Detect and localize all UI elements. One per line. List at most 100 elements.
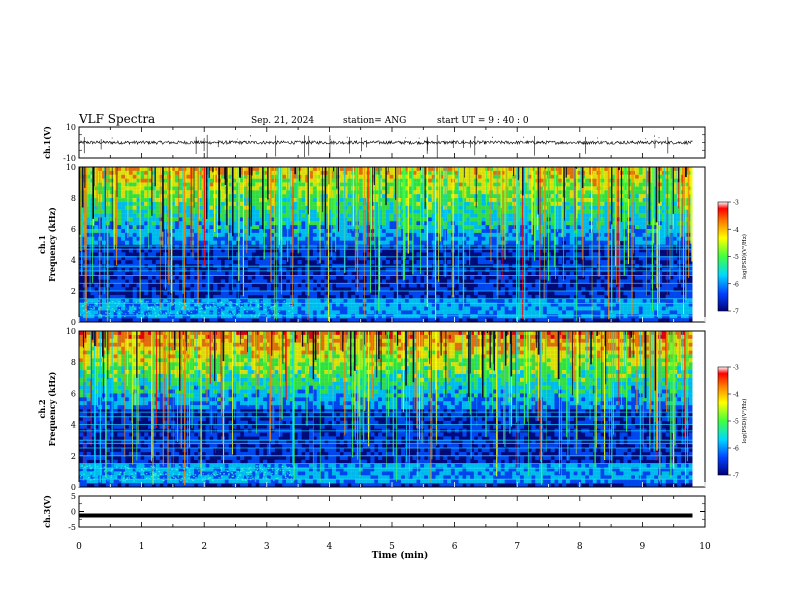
spectrogram-cell (638, 232, 643, 238)
spectrogram-cell (519, 201, 525, 207)
spectrogram-cell (427, 298, 433, 303)
spectrogram-cell (558, 298, 563, 303)
spectrogram-cell (374, 229, 379, 234)
spectrogram-cell (539, 240, 544, 245)
spectrogram-cell (519, 275, 525, 280)
spectrogram-cell (516, 232, 521, 238)
spectrogram-cell (125, 229, 130, 234)
spectrogram-cell (424, 190, 429, 195)
spectrogram-cell (148, 221, 153, 226)
spectrogram-cell (600, 240, 605, 245)
spectrogram-cell (378, 318, 383, 323)
spectrogram-cell (201, 236, 206, 241)
spectrogram-cell (205, 314, 210, 319)
spectrogram-cell (140, 225, 145, 230)
spectrogram-cell (462, 232, 467, 238)
spectrogram-cell (458, 182, 463, 187)
spectrogram-cell (194, 170, 199, 176)
spectrogram-cell (190, 267, 195, 272)
spectrogram-cell (427, 240, 433, 245)
spectrogram-cell (600, 221, 605, 226)
spectrogram-cell (113, 194, 118, 199)
spectrogram-cell (404, 294, 410, 300)
spectrogram-cell (592, 306, 597, 311)
spectrogram-cell (113, 217, 118, 222)
spectrogram-cell (201, 240, 206, 245)
spectrogram-cell (305, 291, 310, 296)
spectrogram-cell (240, 229, 245, 234)
spectrogram-cell (527, 186, 532, 191)
spectrogram-cell (293, 205, 298, 210)
spectrogram-cell (642, 256, 647, 261)
spectrogram-cell (508, 287, 513, 292)
spectrogram-cell (220, 294, 226, 300)
spectrogram-cell (646, 194, 651, 199)
spectrogram-cell (121, 182, 126, 187)
spectrogram-cell (316, 225, 321, 230)
spectrogram-cell (412, 170, 417, 176)
spectrogram-cell (132, 201, 137, 207)
spectrogram-cell (604, 190, 609, 195)
spectrogram-cell (309, 170, 314, 176)
spectrogram-cell (531, 252, 536, 257)
spectrogram-cell (416, 221, 421, 226)
spectrogram-cell (558, 198, 563, 203)
spectrogram-cell (634, 174, 640, 179)
spectrogram-cell (205, 240, 210, 245)
spectrogram-cell (312, 217, 318, 222)
spectrogram-cell (205, 217, 210, 222)
spectrogram-cell (554, 186, 559, 191)
spectrogram-cell (408, 174, 413, 179)
spectrogram-cell (159, 306, 164, 311)
spectrogram-cell (113, 229, 118, 234)
spectrogram-cell (332, 318, 337, 323)
spectrogram-cell (447, 267, 452, 272)
spectrogram-cell (519, 248, 525, 253)
spectrogram-cell (174, 167, 179, 172)
spectrogram-cell (496, 178, 502, 183)
spectrogram-cell (136, 225, 141, 230)
spectrogram-cell (309, 318, 314, 323)
spectrogram-cell (531, 170, 536, 176)
spectrogram-cell (328, 232, 333, 238)
spectrogram-cell (347, 310, 352, 315)
spectrogram-cell (519, 225, 525, 230)
spectrogram-cell (240, 213, 245, 218)
spectrogram-cell (232, 271, 237, 276)
spectrogram-cell (542, 275, 548, 280)
spectrogram-cell (558, 229, 563, 234)
spectrogram-cell (523, 294, 528, 300)
spectrogram-cell (481, 198, 486, 203)
spectrogram-cell (381, 205, 387, 210)
spectrogram-cell (508, 248, 513, 253)
spectrogram-cell (243, 205, 249, 210)
spectrogram-cell (355, 310, 360, 315)
spectrogram-cell (615, 310, 620, 315)
spectrogram-cell (519, 205, 525, 210)
spectrogram-cell (462, 252, 467, 257)
spectrogram-cell (251, 221, 256, 226)
spectrogram-cell (519, 182, 525, 187)
spectrogram-cell (278, 291, 283, 296)
spectrogram-cell (611, 240, 617, 245)
spectrogram-cell (347, 213, 352, 218)
spectrogram-cell (393, 271, 398, 276)
spectrogram-cell (454, 291, 459, 296)
spectrogram-cell (539, 256, 544, 261)
spectrogram-cell (412, 205, 417, 210)
spectrogram-cell (243, 213, 249, 218)
spectrogram-cell (427, 201, 433, 207)
spectrogram-cell (178, 174, 183, 179)
spectrogram-cell (109, 198, 114, 203)
spectrogram-cell (339, 229, 344, 234)
spectrogram-cell (523, 221, 528, 226)
spectrogram-cell (435, 170, 440, 176)
spectrogram-cell (439, 170, 444, 176)
spectrogram-cell (404, 170, 410, 176)
spectrogram-cell (282, 267, 287, 272)
spectrogram-cell (305, 194, 310, 199)
spectrogram-cell (155, 170, 160, 176)
spectrogram-cell (404, 213, 410, 218)
spectrogram-cell (642, 283, 647, 288)
spectrogram-cell (171, 178, 176, 183)
